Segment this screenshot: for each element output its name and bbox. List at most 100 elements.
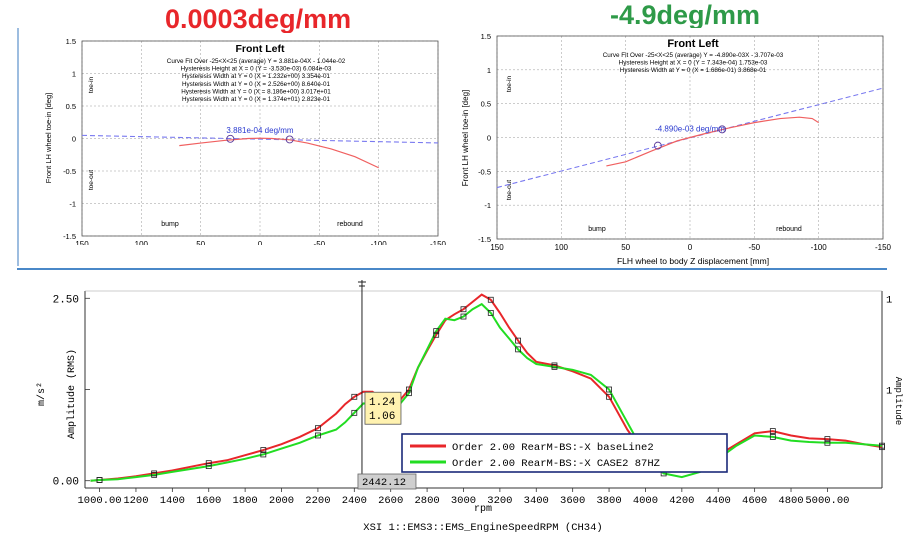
- y-tick-label: 0.00: [53, 477, 79, 489]
- x-tick-label: 2400: [342, 495, 367, 507]
- bump-label: bump: [588, 226, 606, 233]
- x-tick-label: 1800: [233, 495, 258, 507]
- x-tick-label: -50: [749, 243, 761, 252]
- x-tick-label: 50: [196, 240, 205, 245]
- y-tick-label: -0.5: [63, 167, 76, 176]
- data-point: [515, 346, 521, 353]
- y-tick-labels: 1.5 1 0.5 0 -0.5 -1 -1.5: [478, 32, 491, 244]
- fit-info-line: Hysteresis Width at Y = 0 (X = 1.374e+01…: [182, 96, 331, 103]
- right-axis-label: Amplitude: [893, 377, 903, 426]
- x-tick-label: 100: [135, 240, 149, 245]
- chart-rpm-order: 2.500.00 11 1000.00 1200 1400 1600 1800 2000 2…: [30, 276, 906, 545]
- fit-info-line: Curve Fit Over -25<X<25 (average) Y = -4…: [603, 52, 784, 59]
- x-tick-label: 4000: [633, 495, 658, 507]
- data-point: [151, 471, 158, 478]
- x-tick-label: 150: [490, 243, 504, 252]
- fit-info-line: Hysteresis Width at Y = 0 (X = 2.526e+00…: [182, 81, 331, 88]
- y-unit-label: m/s²: [36, 382, 48, 406]
- x-tick-label: -100: [811, 243, 828, 252]
- chart-title: Front Left: [236, 43, 285, 55]
- fit-marker: [226, 134, 235, 143]
- x-tick-label: 3400: [524, 495, 549, 507]
- data-point: [315, 432, 321, 439]
- y-tick-labels: 1.5 1 0.5 0 -0.5 -1 -1.5: [63, 37, 76, 241]
- y-axis-label: Front LH wheel toe-in [deg]: [461, 90, 470, 187]
- fit-info-line: Hysteresis Width at Y = 0 (X = 1.232e+00…: [182, 73, 331, 80]
- fit-line: [496, 87, 884, 189]
- chart-title: Front Left: [667, 38, 719, 50]
- x-tick-label: 4400: [706, 495, 731, 507]
- x-tick-label: 2800: [414, 495, 439, 507]
- x-tick-label: 0: [258, 240, 263, 245]
- y-axis-label: Front LH wheel toe-in [deg]: [44, 93, 53, 183]
- x-tick-label: 0: [688, 243, 693, 252]
- data-point: [315, 425, 321, 432]
- x-tick-label: 1600: [196, 495, 221, 507]
- fit-info-line: Hysteresis Height at X = 0 (Y = 7.343e-0…: [619, 60, 768, 67]
- right-tick-label: 1: [886, 386, 892, 398]
- x-axis-label: FLH wheel to body Z displacement [mm]: [617, 256, 769, 266]
- toe-out-label: toe-out: [88, 170, 95, 190]
- data-point: [433, 328, 440, 335]
- x-axis-label: rpm: [474, 504, 492, 515]
- x-tick-label: 3600: [560, 495, 585, 507]
- data-point: [551, 363, 558, 370]
- data-point: [405, 390, 412, 397]
- x-tick-label: 4800: [778, 495, 803, 507]
- x-tick-label: 4200: [669, 495, 694, 507]
- y-tick-label: 0.5: [66, 102, 76, 111]
- x-tick-label: 3200: [487, 495, 512, 507]
- data-point: [351, 393, 358, 400]
- x-tick-label: 50: [621, 243, 630, 252]
- cursor-value-red: 1.24: [369, 397, 396, 409]
- y-tick-labels: 2.50 0.00: [53, 294, 90, 489]
- x-tick-labels: 150 100 50 0 -50 -100 -150: [490, 243, 891, 252]
- toe-in-label: toe-in: [88, 76, 95, 93]
- series-line: [606, 116, 819, 167]
- cursor-handle[interactable]: [357, 281, 366, 287]
- cursor-value-green: 1.06: [369, 411, 395, 423]
- footer-channel-label: XSI 1::EMS3::EMS_EngineSpeedRPM (CH34): [363, 522, 602, 534]
- markers: [226, 134, 294, 144]
- data-point: [606, 393, 612, 400]
- data-point: [433, 331, 440, 338]
- cursor-value-box: [364, 391, 402, 425]
- rebound-label: rebound: [337, 221, 363, 228]
- bump-label: bump: [161, 221, 179, 228]
- data-point: [515, 337, 521, 344]
- left-margin-line: [17, 28, 19, 266]
- y-tick-label: 1.5: [66, 37, 76, 46]
- data-point: [487, 296, 494, 303]
- headline-value-right: -4.9deg/mm: [610, 0, 761, 30]
- y-tick-label: 1: [72, 70, 76, 79]
- y-tick-label: 1: [487, 66, 491, 75]
- legend: Order 2.00 RearM-BS:-X baseLine2 Order 2…: [401, 433, 728, 473]
- y-tick-label: -1: [69, 200, 76, 209]
- y-tick-label: 0: [72, 135, 76, 144]
- series-line: [179, 137, 379, 169]
- chart-front-left-a: 1.510.50-0.5-1-1.5 150 100 50 0 -50 -100 -150 …: [40, 33, 452, 245]
- y-tick-label: 0: [487, 134, 491, 143]
- rebound-label: rebound: [776, 226, 802, 233]
- data-point: [879, 442, 885, 449]
- cursor[interactable]: 1.24 1.06 2442.12: [357, 280, 417, 490]
- slope-annotation: -4.890e-03 deg/mm: [655, 125, 725, 134]
- x-tick-label: 4600: [742, 495, 767, 507]
- x-tick-label: -100: [371, 240, 388, 245]
- data-point: [460, 306, 467, 313]
- data-point: [351, 409, 358, 416]
- y-axis-label: Amplitude (RMS): [66, 349, 78, 439]
- data-point: [96, 477, 103, 483]
- y-tick-label: 1.5: [481, 32, 491, 41]
- markers: [653, 125, 727, 150]
- legend-label-red: Order 2.00 RearM-BS:-X baseLine2: [452, 442, 654, 454]
- data-point: [205, 463, 212, 470]
- plot-frame: [496, 35, 884, 240]
- data-point: [205, 460, 212, 467]
- slope-annotation: 3.881e-04 deg/mm: [226, 126, 293, 135]
- divider-line: [17, 268, 887, 270]
- fit-marker: [653, 141, 662, 150]
- right-tick-labels: 11: [886, 294, 892, 397]
- toe-in-label: toe-in: [506, 75, 513, 92]
- fit-info-line: Hysteresis Height at X = 0 (Y = -3.530e-…: [181, 66, 332, 73]
